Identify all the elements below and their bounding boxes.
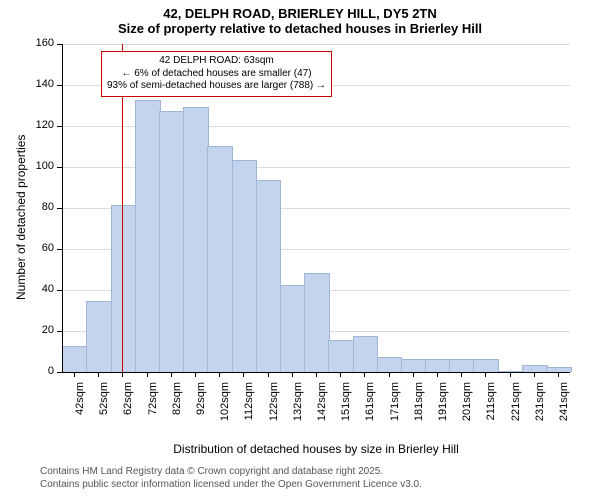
- histogram-bar: [207, 146, 233, 373]
- y-tick-label: 20: [22, 324, 54, 336]
- x-tick-label: 221sqm: [510, 382, 522, 442]
- x-tick-label: 62sqm: [122, 382, 134, 442]
- x-tick-label: 82sqm: [171, 382, 183, 442]
- x-tick-label: 211sqm: [485, 382, 497, 442]
- gridline: [62, 44, 570, 45]
- histogram-bar: [62, 346, 88, 372]
- x-tick-label: 142sqm: [316, 382, 328, 442]
- histogram-bar: [377, 357, 403, 372]
- x-tick-label: 132sqm: [292, 382, 304, 442]
- histogram-bar: [280, 285, 306, 372]
- x-tick-label: 191sqm: [437, 382, 449, 442]
- x-tick-label: 181sqm: [413, 382, 425, 442]
- histogram-bar: [304, 273, 330, 372]
- x-tick-label: 201sqm: [461, 382, 473, 442]
- histogram-bar: [232, 160, 258, 372]
- x-tick-label: 52sqm: [98, 382, 110, 442]
- x-tick-label: 122sqm: [268, 382, 280, 442]
- y-tick-label: 0: [22, 365, 54, 377]
- x-tick-label: 42sqm: [74, 382, 86, 442]
- footer-line1: Contains HM Land Registry data © Crown c…: [40, 466, 422, 479]
- x-tick-label: 161sqm: [364, 382, 376, 442]
- histogram-bar: [522, 365, 548, 372]
- callout-line: 93% of semi-detached houses are larger (…: [107, 80, 326, 93]
- histogram-bar: [473, 359, 499, 372]
- x-tick-label: 231sqm: [534, 382, 546, 442]
- histogram-bar: [183, 107, 209, 372]
- x-axis-line: [62, 372, 570, 373]
- histogram-bar: [353, 336, 379, 372]
- chart-container: 42, DELPH ROAD, BRIERLEY HILL, DY5 2TN S…: [0, 0, 600, 500]
- histogram-bar: [135, 100, 161, 372]
- histogram-bar: [159, 111, 185, 372]
- x-tick-label: 151sqm: [340, 382, 352, 442]
- x-tick-label: 241sqm: [558, 382, 570, 442]
- callout-line: ← 6% of detached houses are smaller (47): [107, 68, 326, 81]
- footer-line2: Contains public sector information licen…: [40, 479, 422, 492]
- x-tick-label: 72sqm: [147, 382, 159, 442]
- histogram-bar: [86, 301, 112, 372]
- x-tick-label: 102sqm: [219, 382, 231, 442]
- title-line1: 42, DELPH ROAD, BRIERLEY HILL, DY5 2TN: [0, 0, 600, 21]
- y-tick-label: 100: [22, 160, 54, 172]
- y-tick-label: 60: [22, 242, 54, 254]
- title-line2: Size of property relative to detached ho…: [0, 21, 600, 36]
- footer: Contains HM Land Registry data © Crown c…: [40, 466, 422, 491]
- histogram-bar: [425, 359, 451, 372]
- y-axis-line: [62, 44, 63, 372]
- histogram-bar: [328, 340, 354, 372]
- y-tick-label: 140: [22, 78, 54, 90]
- histogram-bar: [256, 180, 282, 372]
- callout-box: 42 DELPH ROAD: 63sqm← 6% of detached hou…: [101, 51, 332, 97]
- x-tick-label: 112sqm: [243, 382, 255, 442]
- y-tick-label: 160: [22, 37, 54, 49]
- y-tick-label: 40: [22, 283, 54, 295]
- callout-line: 42 DELPH ROAD: 63sqm: [107, 55, 326, 68]
- histogram-bar: [401, 359, 427, 372]
- x-tick-label: 171sqm: [389, 382, 401, 442]
- x-axis-label: Distribution of detached houses by size …: [62, 442, 570, 456]
- x-tick-label: 92sqm: [195, 382, 207, 442]
- histogram-bar: [449, 359, 475, 372]
- y-tick-label: 80: [22, 201, 54, 213]
- y-tick-label: 120: [22, 119, 54, 131]
